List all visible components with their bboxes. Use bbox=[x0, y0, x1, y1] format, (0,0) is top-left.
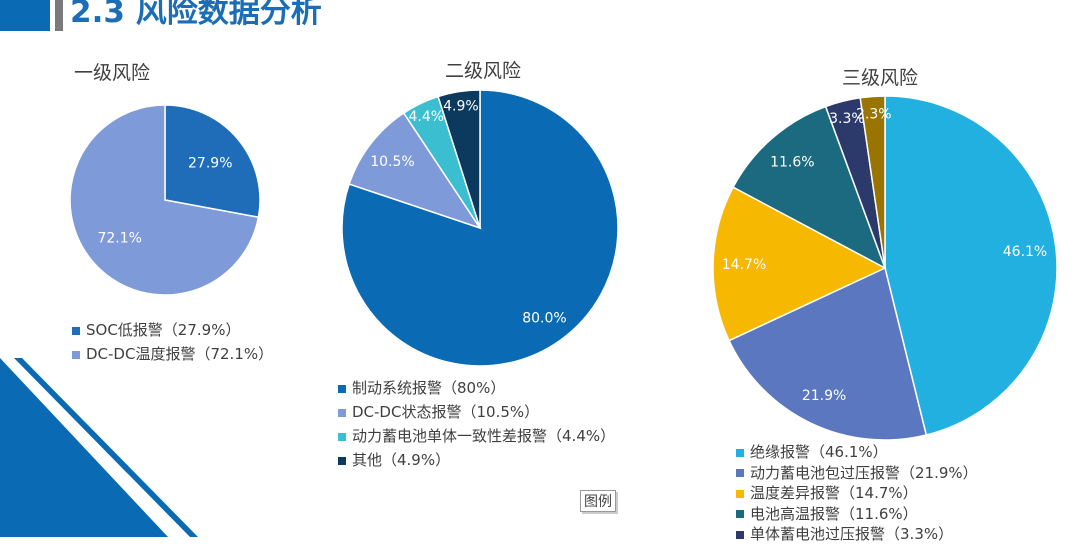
pie-2-label-3: 4.4% bbox=[409, 109, 445, 125]
pie-3-label-3: 14.7% bbox=[722, 257, 766, 273]
legend-button[interactable]: 图例 bbox=[580, 490, 616, 512]
legend-item: 动力蓄电池包过压报警（21.9%） bbox=[736, 463, 978, 484]
corner-stripe bbox=[14, 358, 198, 537]
legend-item: 动力蓄电池单体一致性差报警（4.4%） bbox=[338, 424, 615, 448]
pie-3-label-5: 3.3% bbox=[829, 111, 865, 127]
legend-label: DC-DC温度报警（72.1%） bbox=[86, 345, 274, 363]
pie-3-slice-2 bbox=[728, 266, 928, 441]
legend-1: SOC低报警（27.9%） DC-DC温度报警（72.1%） bbox=[72, 318, 273, 366]
pie-3-slice-3 bbox=[712, 186, 887, 342]
legend-swatch bbox=[736, 489, 744, 498]
pie-2-slice-4 bbox=[437, 89, 481, 229]
legend-swatch bbox=[736, 469, 744, 477]
pie-3-slice-4 bbox=[732, 105, 887, 270]
chart-title-3: 三级风险 bbox=[841, 67, 919, 89]
legend-swatch bbox=[338, 456, 346, 465]
pie-1-slice-2 bbox=[69, 104, 260, 296]
pie-2-label-2: 10.5% bbox=[370, 154, 414, 170]
pie-3-label-2: 21.9% bbox=[802, 388, 846, 404]
legend-label: 其他（4.9%） bbox=[352, 451, 451, 469]
legend-item: 制动系统报警（80%） bbox=[338, 376, 615, 400]
legend-label: 电池高温报警（11.6%） bbox=[750, 504, 918, 523]
page-title: 2.3 风险数据分析 bbox=[70, 0, 322, 30]
legend-label: 动力蓄电池单体一致性差报警（4.4%） bbox=[352, 427, 616, 445]
corner-triangle bbox=[0, 358, 168, 537]
chart-title-1: 一级风险 bbox=[73, 62, 151, 84]
legend-label: 单体蓄电池过压报警（3.3%） bbox=[750, 525, 954, 543]
legend-label: 制动系统报警（80%） bbox=[352, 379, 506, 397]
legend-item: DC-DC温度报警（72.1%） bbox=[72, 342, 273, 366]
pie-1-label-1: 27.9% bbox=[188, 155, 232, 171]
legend-label: 绝缘报警（46.1%） bbox=[750, 443, 888, 461]
legend-item: 电池高温报警（11.6%） bbox=[736, 504, 978, 525]
pie-3-slice-1 bbox=[884, 95, 1058, 436]
legend-swatch bbox=[72, 350, 80, 359]
legend-label: 动力蓄电池包过压报警（21.9%） bbox=[750, 463, 978, 482]
legend-swatch bbox=[338, 408, 346, 417]
legend-label: DC-DC状态报警（10.5%） bbox=[352, 403, 540, 421]
header-block bbox=[0, 0, 50, 31]
pie-2-slice-2 bbox=[348, 111, 482, 230]
pie-2-label-1: 80.0% bbox=[522, 311, 566, 327]
legend-swatch bbox=[338, 432, 346, 441]
legend-item: SOC低报警（27.9%） bbox=[72, 318, 273, 342]
legend-item: 温度差异报警（14.7%） bbox=[736, 483, 978, 504]
legend-swatch bbox=[736, 510, 744, 518]
pie-3-slice-6 bbox=[859, 95, 886, 269]
legend-2: 制动系统报警（80%） DC-DC状态报警（10.5%） 动力蓄电池单体一致性差报警… bbox=[338, 376, 615, 472]
legend-swatch bbox=[736, 530, 744, 539]
legend-item: DC-DC状态报警（10.5%） bbox=[338, 400, 615, 424]
pie-3-label-4: 11.6% bbox=[770, 155, 814, 171]
header-bar bbox=[55, 0, 63, 31]
pie-3-label-1: 46.1% bbox=[1003, 244, 1047, 260]
legend-item: 绝缘报警（46.1%） bbox=[736, 442, 978, 463]
legend-item: 单体蓄电池过压报警（3.3%） bbox=[736, 524, 978, 545]
pie-1-slice-1 bbox=[164, 104, 261, 219]
legend-label: SOC低报警（27.9%） bbox=[86, 321, 241, 339]
legend-3: 绝缘报警（46.1%） 动力蓄电池包过压报警（21.9%） 温度差异报警（14.7%… bbox=[736, 442, 978, 545]
legend-item: 其他（4.9%） bbox=[338, 448, 615, 472]
chart-title-2: 二级风险 bbox=[444, 60, 522, 82]
pie-1-label-2: 72.1% bbox=[97, 231, 141, 247]
legend-swatch bbox=[736, 448, 744, 457]
pie-2-label-4: 4.9% bbox=[443, 98, 479, 114]
pie-3-label-6: 2.3% bbox=[856, 107, 892, 123]
legend-label: 温度差异报警（14.7%） bbox=[750, 484, 918, 502]
legend-swatch bbox=[72, 326, 80, 335]
legend-swatch bbox=[338, 384, 346, 393]
